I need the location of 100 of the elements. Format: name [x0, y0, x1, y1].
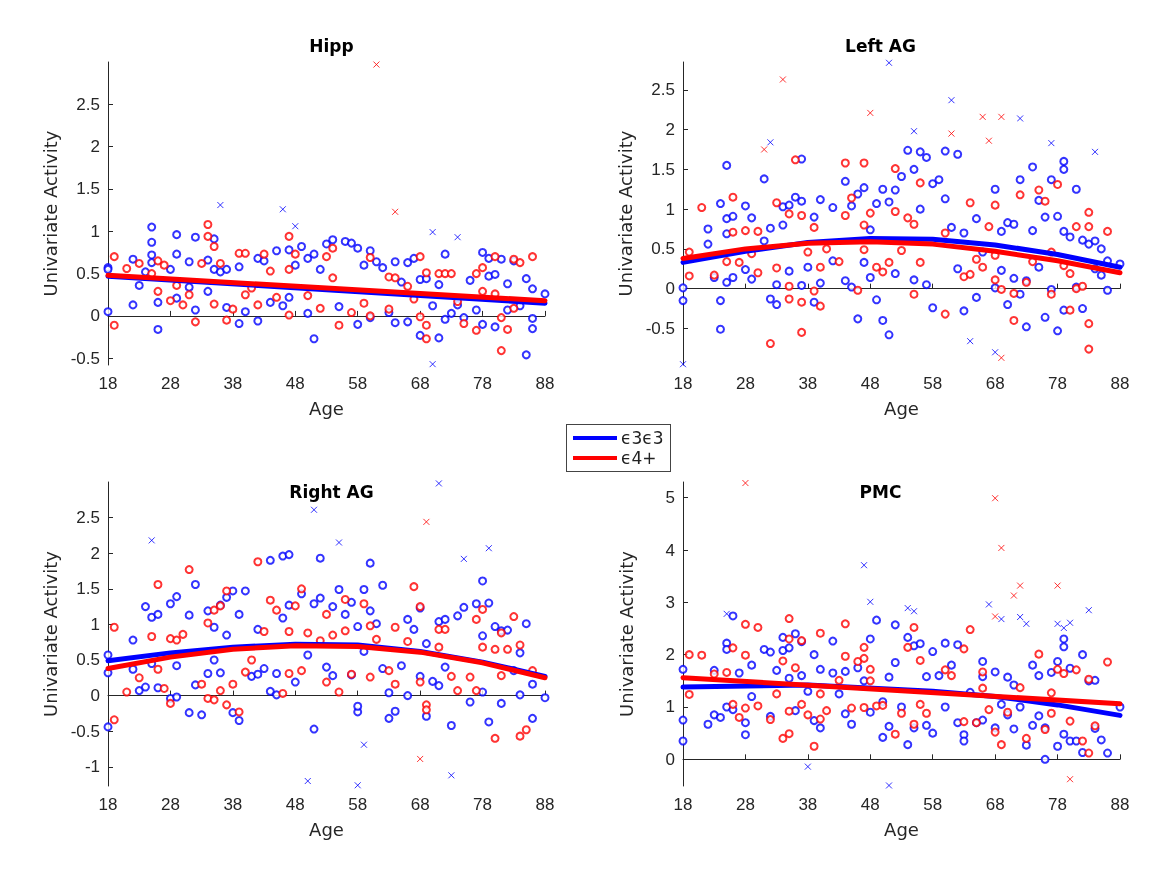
- x-axis-title: Age: [309, 818, 344, 840]
- y-tick-label: 2: [665, 120, 675, 140]
- point: [485, 544, 493, 552]
- point: [966, 337, 974, 345]
- point: [741, 479, 749, 487]
- point: [997, 615, 1005, 623]
- point: [429, 360, 437, 368]
- x-tick-label: 48: [860, 795, 880, 814]
- x-tick-label: 68: [985, 374, 1005, 393]
- point: [416, 755, 424, 763]
- x-tick-label: 88: [1110, 795, 1130, 814]
- x-tick-label: 88: [535, 795, 555, 814]
- point: [766, 138, 774, 146]
- x-tick-label: 28: [160, 795, 180, 814]
- y-tick-label: 1: [90, 221, 100, 241]
- x-tick-label: 68: [410, 374, 430, 393]
- point: [422, 518, 430, 526]
- y-tick-label: 0: [90, 306, 100, 326]
- point: [1047, 139, 1055, 147]
- x-tick-label: 58: [348, 795, 368, 814]
- point: [447, 771, 455, 779]
- x-tick-label: 38: [798, 795, 818, 814]
- point: [354, 781, 362, 789]
- point: [216, 201, 224, 209]
- y-tick-label: 3: [665, 592, 675, 612]
- y-tick-label: 2.5: [651, 80, 675, 100]
- point: [991, 348, 999, 356]
- chart-title: PMC: [859, 481, 902, 502]
- y-tick-label: -0.5: [70, 348, 100, 368]
- x-tick-label: 28: [735, 795, 755, 814]
- point: [279, 205, 287, 213]
- y-tick-label: 2.5: [76, 94, 100, 114]
- x-tick-label: 28: [160, 374, 180, 393]
- point: [679, 360, 687, 368]
- point: [1016, 114, 1024, 122]
- chart-title: Left AG: [845, 35, 916, 56]
- point: [991, 494, 999, 502]
- x-tick-label: 78: [473, 795, 493, 814]
- point: [1010, 592, 1018, 600]
- y-tick-label: 1: [665, 199, 675, 219]
- point: [947, 130, 955, 138]
- x-tick-label: 78: [473, 374, 493, 393]
- y-tick-label: 1: [665, 697, 675, 717]
- y-tick-label: -0.5: [645, 318, 675, 338]
- point: [985, 137, 993, 145]
- point: [304, 777, 312, 785]
- chart-title: Right AG: [289, 481, 374, 502]
- x-tick-label: 48: [285, 374, 305, 393]
- point: [1091, 148, 1099, 156]
- x-tick-label: 18: [673, 795, 693, 814]
- x-tick-label: 88: [535, 374, 555, 393]
- point: [760, 145, 768, 153]
- point: [1016, 582, 1024, 590]
- y-tick-label: 2.5: [76, 508, 100, 528]
- y-axis-title: Univariate Activity: [40, 550, 62, 717]
- point: [904, 604, 912, 612]
- point: [310, 506, 318, 514]
- x-tick-label: 58: [923, 374, 943, 393]
- legend-label: ϵ3ϵ3: [621, 428, 664, 448]
- y-tick-label: 1: [90, 614, 100, 634]
- legend-label: ϵ4+: [621, 448, 657, 468]
- point: [335, 539, 343, 547]
- x-tick-label: 38: [223, 795, 243, 814]
- point: [391, 208, 399, 216]
- point: [779, 76, 787, 83]
- point: [454, 233, 462, 241]
- x-tick-label: 68: [985, 795, 1005, 814]
- x-tick-label: 38: [798, 374, 818, 393]
- point: [997, 544, 1005, 552]
- x-tick-label: 68: [410, 795, 430, 814]
- x-tick-label: 48: [860, 374, 880, 393]
- point: [1066, 775, 1074, 783]
- y-tick-label: 0.5: [76, 650, 100, 670]
- point: [804, 763, 812, 771]
- x-axis-title: Age: [884, 818, 919, 840]
- y-tick-label: 2: [90, 543, 100, 563]
- y-tick-label: 1.5: [651, 159, 675, 179]
- x-tick-label: 38: [223, 374, 243, 393]
- x-axis-title: Age: [884, 397, 919, 419]
- y-tick-label: 0.5: [76, 264, 100, 284]
- y-tick-label: 0.5: [651, 239, 675, 259]
- point: [910, 607, 918, 615]
- point: [997, 113, 1005, 121]
- chart-title: Hipp: [309, 35, 354, 56]
- point: [148, 536, 156, 544]
- point: [985, 600, 993, 608]
- point: [997, 354, 1005, 362]
- point: [910, 127, 918, 135]
- point: [991, 612, 999, 620]
- x-axis-title: Age: [309, 397, 344, 419]
- point: [947, 96, 955, 104]
- y-tick-label: 2: [90, 137, 100, 157]
- point: [372, 61, 380, 69]
- y-axis-title: Univariate Activity: [615, 130, 637, 297]
- x-tick-label: 28: [735, 374, 755, 393]
- x-tick-label: 58: [923, 795, 943, 814]
- y-axis-title: Univariate Activity: [40, 130, 62, 297]
- x-tick-label: 88: [1110, 374, 1130, 393]
- y-tick-label: 4: [665, 540, 675, 560]
- point: [1066, 619, 1074, 627]
